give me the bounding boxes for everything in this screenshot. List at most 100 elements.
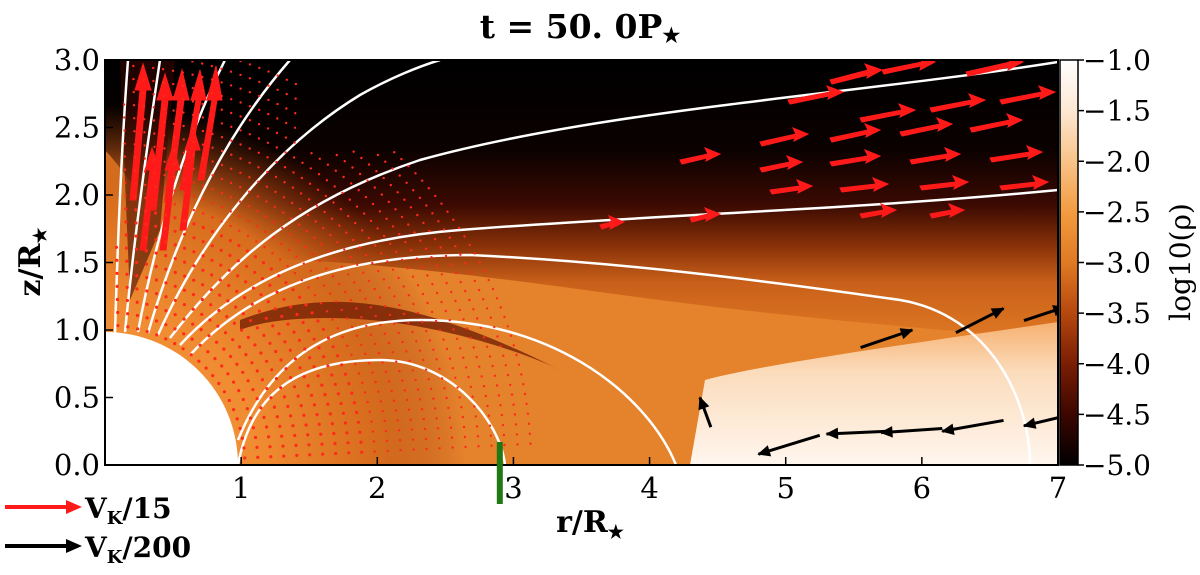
velocity-dot: [115, 284, 119, 288]
velocity-dot: [282, 211, 285, 214]
velocity-dot: [419, 239, 422, 242]
velocity-dot: [509, 334, 513, 337]
velocity-dot: [325, 179, 329, 182]
velocity-dot: [271, 252, 274, 255]
velocity-dot: [220, 67, 223, 71]
velocity-dot: [216, 324, 220, 328]
velocity-dot: [220, 54, 222, 56]
velocity-dot: [434, 194, 437, 198]
velocity-dot: [452, 218, 455, 221]
velocity-dot: [487, 414, 491, 417]
velocity-dot: [502, 433, 506, 437]
velocity-dot: [276, 88, 279, 92]
velocity-dot: [153, 185, 157, 188]
velocity-dot: [407, 164, 410, 168]
velocity-dot: [339, 401, 343, 406]
velocity-arrow: [825, 427, 888, 440]
velocity-dot: [143, 131, 146, 134]
velocity-dot: [409, 206, 413, 209]
velocity-dot: [145, 316, 149, 320]
velocity-dot: [227, 268, 231, 272]
velocity-dot: [432, 397, 435, 400]
velocity-dot: [182, 98, 185, 101]
velocity-dot: [275, 160, 278, 164]
colorbar-tick-label: −3.0: [1083, 247, 1151, 280]
velocity-dot: [273, 307, 277, 311]
velocity-dot: [400, 157, 403, 161]
velocity-dot: [406, 267, 409, 270]
velocity-dot: [270, 368, 274, 372]
velocity-dot: [515, 433, 519, 436]
velocity-dot: [400, 258, 404, 262]
velocity-dot: [408, 359, 411, 362]
velocity-dot: [135, 313, 139, 318]
velocity-dot: [358, 172, 362, 176]
velocity-dot: [124, 194, 127, 197]
x-tick-label: 6: [913, 471, 931, 505]
velocity-dot: [436, 427, 440, 430]
velocity-dot: [377, 390, 380, 393]
velocity-dot: [341, 335, 344, 339]
velocity-dot: [331, 345, 335, 349]
velocity-dot: [410, 249, 413, 252]
velocity-dot: [472, 308, 475, 311]
velocity-dot: [134, 195, 137, 198]
velocity-dot: [435, 417, 438, 420]
velocity-dot: [334, 257, 337, 261]
velocity-dot: [383, 332, 386, 335]
velocity-dot: [433, 237, 437, 241]
velocity-dot: [456, 386, 459, 389]
velocity-dot: [313, 236, 316, 239]
velocity-dot: [340, 265, 344, 268]
velocity-dot: [495, 384, 499, 387]
velocity-dot: [395, 360, 398, 363]
velocity-dot: [306, 213, 310, 217]
velocity-dot: [482, 385, 486, 388]
y-tick-label: 2.0: [54, 178, 100, 212]
velocity-dot: [308, 356, 312, 360]
velocity-dot: [211, 188, 214, 191]
velocity-dot: [172, 56, 174, 58]
chart-title: t = 50. 0P★: [480, 7, 681, 47]
velocity-dot: [220, 81, 223, 84]
velocity-dot: [292, 330, 296, 334]
velocity-dot: [468, 298, 471, 302]
velocity-dot: [462, 318, 465, 321]
velocity-dot: [383, 419, 386, 423]
velocity-dot: [407, 223, 410, 226]
velocity-dot: [260, 378, 264, 382]
velocity-dot: [266, 141, 270, 144]
velocity-dot: [399, 449, 402, 452]
velocity-dot: [459, 280, 462, 284]
velocity-dot: [345, 231, 348, 234]
velocity-dot: [201, 225, 205, 230]
velocity-dot: [173, 327, 177, 331]
colorbar-tick-label: −2.0: [1083, 145, 1151, 178]
velocity-dot: [225, 315, 229, 319]
velocity-dot: [248, 77, 252, 80]
velocity-dot: [473, 279, 476, 283]
colorbar-ticks: −1.0 −1.5 −2.0 −2.5 −3.0 −3.5 −4.0 −4.5 −5.0: [1078, 44, 1151, 482]
velocity-dot: [209, 288, 213, 292]
velocity-dot: [305, 229, 308, 233]
velocity-dot: [262, 415, 266, 419]
velocity-dot: [284, 136, 288, 139]
velocity-dot: [364, 254, 368, 257]
velocity-dot: [312, 365, 316, 369]
velocity-dot: [182, 288, 187, 292]
velocity-dot: [426, 274, 429, 277]
velocity-dot: [145, 289, 149, 293]
velocity-dot: [202, 184, 205, 187]
velocity-dot: [349, 299, 353, 302]
colorbar: −1.0 −1.5 −2.0 −2.5 −3.0 −3.5 −4.0 −4.5 −5.0 log…: [1059, 44, 1197, 482]
velocity-dot: [229, 181, 233, 185]
velocity-dot: [371, 371, 374, 374]
velocity-dot: [430, 256, 433, 259]
velocity-dot: [172, 122, 175, 126]
velocity-dot: [215, 340, 219, 344]
velocity-dot: [316, 188, 320, 191]
velocity-dot: [357, 372, 361, 375]
velocity-dot: [512, 403, 515, 406]
velocity-dot: [267, 112, 270, 116]
velocity-dot: [526, 412, 530, 415]
